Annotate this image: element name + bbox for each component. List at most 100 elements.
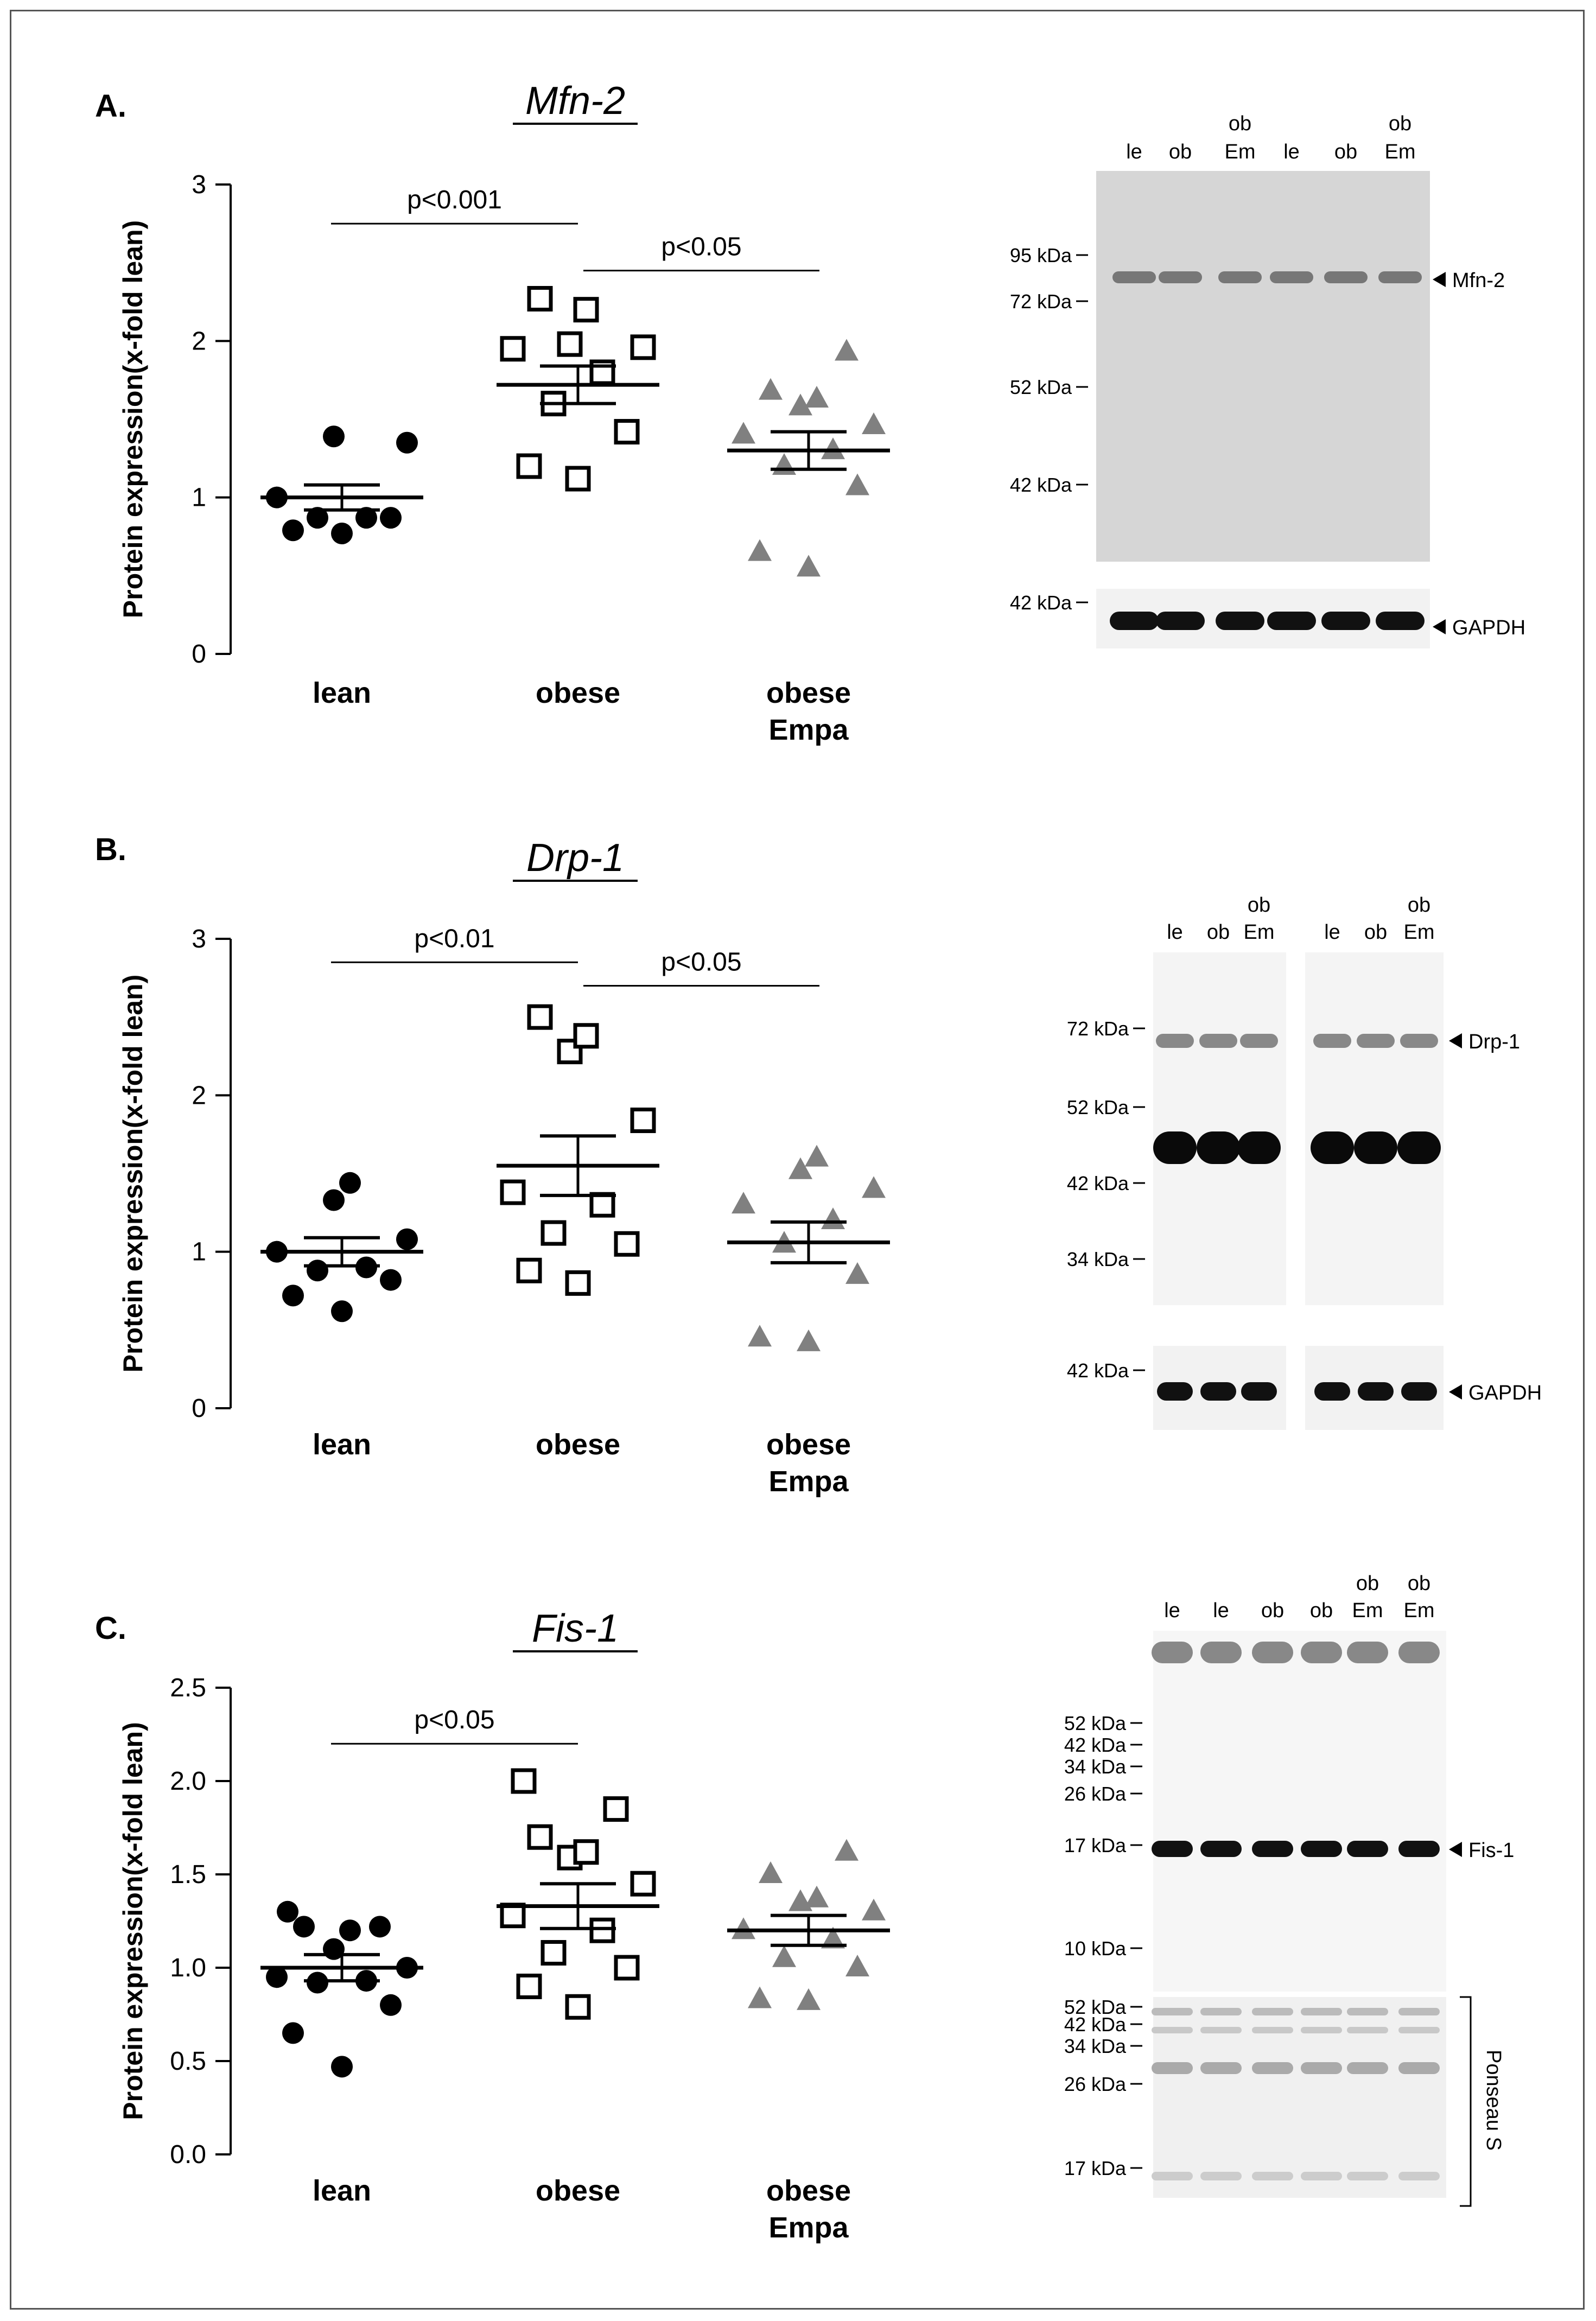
data-point-obese [516, 1257, 542, 1283]
data-point-obese-Empa [805, 386, 829, 408]
data-point-obese-Empa [797, 1988, 821, 2010]
chart-panel-2: B. Drp-1 0 1 2 3 Protein expression(x-fold lea… [95, 832, 890, 1498]
lane-label: Em [1225, 141, 1256, 163]
panel-letter: A. [95, 88, 126, 124]
x-category-label: lean [313, 2174, 371, 2207]
mfn2-band [1159, 271, 1202, 283]
band-label: Fis-1 [1468, 1839, 1514, 1862]
ponceau-band [1252, 2027, 1293, 2033]
kda-marker-label: 26 kDa [1064, 1783, 1127, 1805]
nonspecific-band [1311, 1131, 1354, 1164]
data-point-lean [355, 507, 377, 529]
data-point-obese-Empa [789, 393, 812, 416]
kda-marker-label: 17 kDa [1064, 2157, 1127, 2179]
lane-label: le [1213, 1599, 1229, 1622]
data-point-obese-Empa [759, 378, 783, 400]
kda-marker-label: 52 kDa [1064, 1712, 1127, 1734]
ponceau-band [1347, 2027, 1388, 2033]
x-category-label: Empa [768, 2211, 849, 2244]
data-point-obese [603, 1796, 629, 1822]
x-category-label: obese [536, 677, 620, 709]
x-category-label: Empa [768, 1465, 849, 1498]
ponceau-band [1252, 2008, 1293, 2015]
kda-marker-label: 34 kDa [1067, 1248, 1129, 1270]
lane-label: ob [1169, 141, 1192, 163]
data-point-obese-Empa [759, 1861, 783, 1883]
lane-label: le [1324, 921, 1340, 944]
data-point-lean [307, 507, 328, 529]
kda-marker-label: 72 kDa [1067, 1018, 1129, 1040]
fis1-band [1252, 1841, 1293, 1857]
data-point-lean [396, 431, 418, 454]
data-point-obese [630, 1871, 656, 1897]
data-point-obese-Empa [732, 1917, 755, 1940]
ponceau-band [1200, 2062, 1242, 2074]
nonspecific-band [1237, 1131, 1281, 1164]
data-point-obese-Empa [835, 1839, 859, 1861]
kda-marker-label: 42 kDa [1067, 1359, 1129, 1382]
data-point-lean [307, 1260, 328, 1282]
data-point-obese [541, 1220, 567, 1246]
chart-panel-3: C. Fis-1 0.0 0.5 1.0 1.5 2.0 2.5 Protein express… [95, 1607, 890, 2244]
fis1-band [1347, 1841, 1388, 1857]
y-tick-label: 1 [192, 1238, 206, 1267]
data-point-lean [339, 1919, 361, 1942]
band-arrow-icon [1449, 1384, 1462, 1400]
data-point-lean [307, 1972, 328, 1994]
band-arrow-icon [1433, 272, 1446, 287]
ponceau-band [1200, 2008, 1242, 2015]
band-label: Drp-1 [1468, 1031, 1520, 1053]
lane-label: ob [1261, 1599, 1284, 1622]
ponceau-band [1152, 2062, 1193, 2074]
ponceau-band [1398, 2062, 1440, 2074]
data-point-lean [339, 1172, 361, 1194]
top-band [1398, 1642, 1440, 1663]
data-point-obese [614, 1955, 640, 1981]
lane-label: Em [1404, 1599, 1435, 1622]
lane-label: ob [1334, 141, 1357, 163]
gapdh-band [1314, 1382, 1350, 1401]
data-point-obese-Empa [748, 539, 772, 561]
drp1-band [1313, 1034, 1351, 1048]
mfn2-band [1270, 271, 1313, 283]
kda-marker-label: 42 kDa [1010, 592, 1072, 614]
lane-label: le [1164, 1599, 1180, 1622]
gapdh-band [1157, 1382, 1193, 1401]
data-point-obese-Empa [821, 437, 845, 460]
data-point-obese [500, 1179, 526, 1205]
kda-marker-label: 42 kDa [1064, 2013, 1127, 2036]
fis1-band [1152, 1841, 1193, 1857]
y-tick-label: 0 [192, 640, 206, 669]
fis1-band [1200, 1841, 1242, 1857]
lane-label: le [1167, 921, 1183, 944]
band-label: GAPDH [1452, 616, 1525, 639]
data-point-obese [527, 1004, 553, 1030]
kda-marker-label: 52 kDa [1064, 1996, 1127, 2018]
chart-title: Mfn-2 [525, 79, 625, 123]
top-band [1200, 1642, 1242, 1663]
ponceau-band [1152, 2027, 1193, 2033]
kda-marker-label: 95 kDa [1010, 244, 1072, 266]
data-point-obese [630, 1107, 656, 1133]
data-point-lean [331, 1300, 353, 1322]
data-point-obese-Empa [835, 339, 859, 361]
data-point-lean [380, 507, 402, 529]
lane-label: ob [1229, 112, 1251, 135]
lane-label: ob [1248, 894, 1270, 917]
blot-background [1153, 952, 1286, 1305]
mfn2-band [1112, 271, 1156, 283]
y-tick-label: 1 [192, 484, 206, 512]
lane-label: le [1126, 141, 1142, 163]
data-point-obese-Empa [797, 1329, 821, 1351]
data-point-lean [369, 1916, 391, 1938]
data-point-obese [573, 1023, 599, 1049]
x-category-label: Empa [768, 714, 849, 746]
data-point-lean [396, 1228, 418, 1250]
gapdh-band [1321, 612, 1370, 630]
data-point-lean [293, 1916, 315, 1938]
kda-marker-label: 42 kDa [1010, 474, 1072, 496]
band-arrow-icon [1433, 619, 1446, 634]
gapdh-band [1401, 1382, 1437, 1401]
